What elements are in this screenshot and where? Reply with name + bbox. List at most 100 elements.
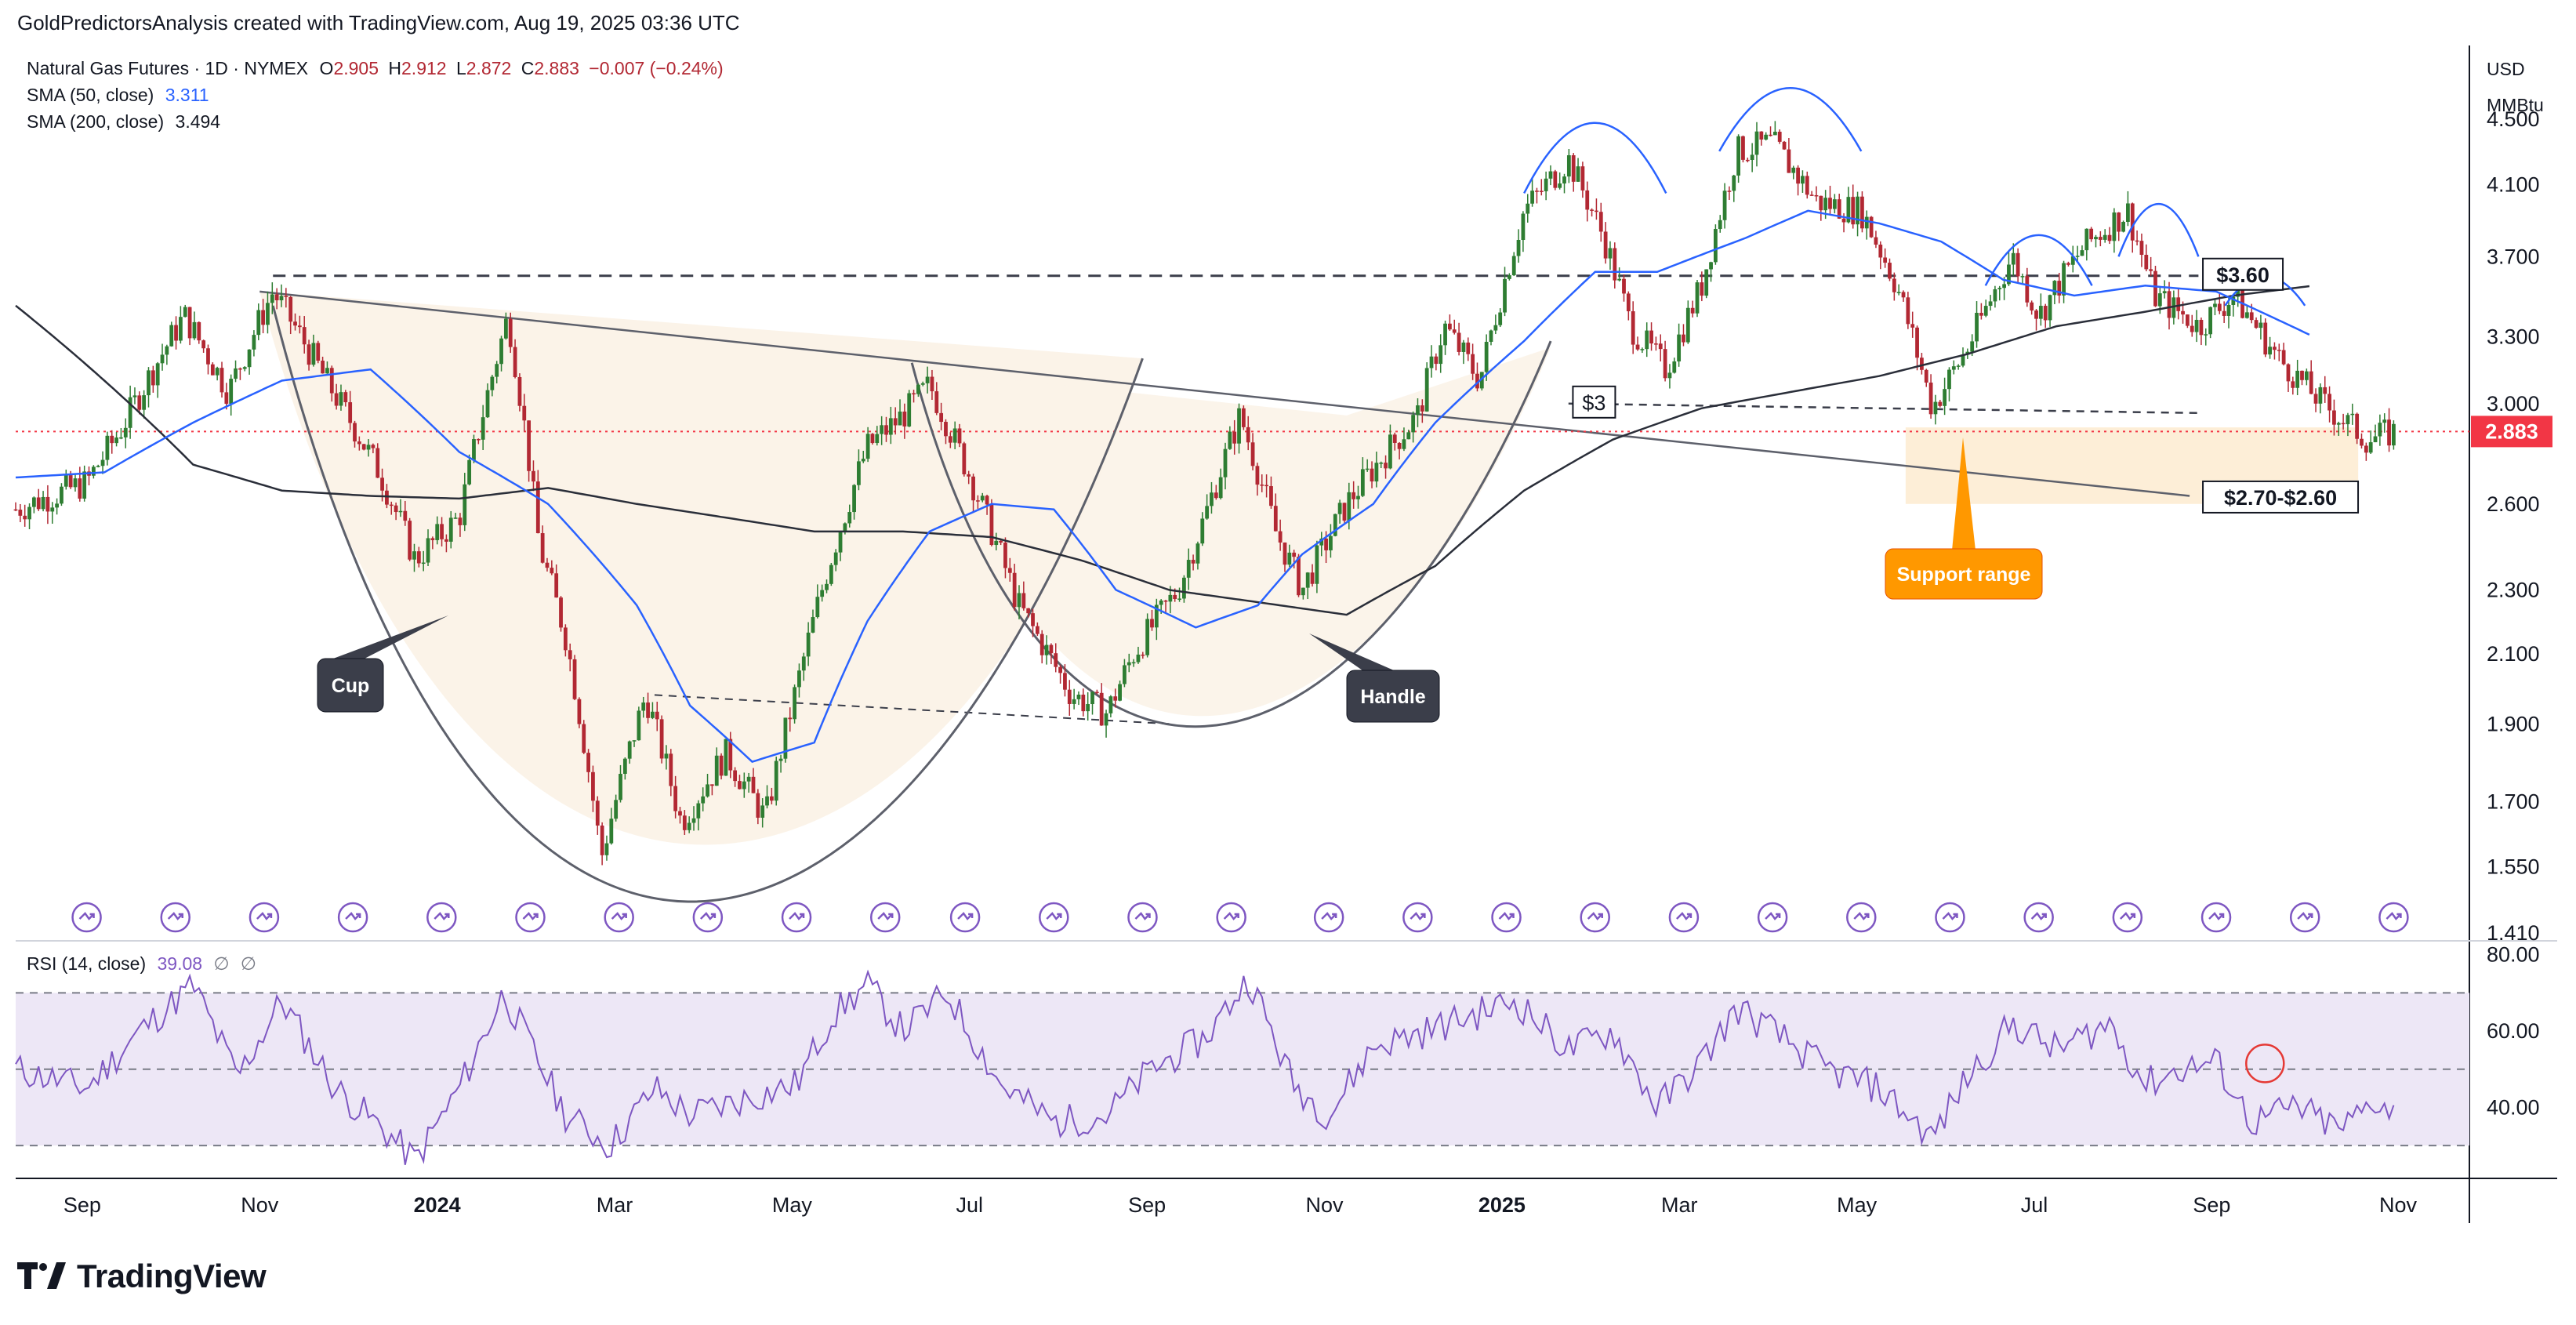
candle-body xyxy=(1081,695,1086,712)
candle-body xyxy=(1649,330,1653,344)
cup-rim-dashed xyxy=(654,694,1170,725)
candle xyxy=(1938,399,1943,408)
event-marker-arrow xyxy=(2297,912,2313,920)
candle-body xyxy=(252,335,256,350)
candle-body xyxy=(673,786,678,811)
event-marker-arrow xyxy=(434,912,450,920)
candle-body xyxy=(261,310,266,325)
candle xyxy=(1521,211,1526,252)
candle-body xyxy=(1860,196,1864,229)
price-tick-label: 1.550 xyxy=(2487,855,2540,878)
candle-body xyxy=(880,425,884,434)
change-value: −0.007 (−0.24%) xyxy=(589,58,724,78)
candle-body xyxy=(1732,175,1736,191)
candle-body xyxy=(385,490,389,505)
candle xyxy=(1988,295,1993,311)
candle xyxy=(985,494,989,515)
candle-body xyxy=(353,423,357,442)
candle xyxy=(1856,191,1859,237)
candle-body xyxy=(1700,282,1704,296)
candle xyxy=(2043,303,2048,329)
event-marker-arrow xyxy=(1587,912,1603,920)
candle-body xyxy=(1076,695,1081,699)
candle xyxy=(357,436,361,451)
tradingview-logo[interactable]: TradingView xyxy=(17,1258,267,1295)
candle xyxy=(1819,195,1823,221)
candle xyxy=(1439,334,1443,373)
candle-body xyxy=(550,568,554,574)
candle-body xyxy=(788,717,793,720)
candle-body xyxy=(1177,598,1181,600)
candle-body xyxy=(751,776,756,793)
candle-body xyxy=(18,510,23,516)
candle xyxy=(1828,185,1832,214)
event-marker-arrow xyxy=(877,912,894,920)
candle-body xyxy=(1631,310,1635,345)
event-marker-ring xyxy=(1216,902,1246,933)
candle-body xyxy=(1200,518,1205,544)
candle xyxy=(1595,198,1598,220)
candle xyxy=(2084,228,2089,261)
candle xyxy=(833,549,838,572)
candle-body xyxy=(888,418,893,435)
candle xyxy=(930,369,934,401)
rsi-legend[interactable]: RSI (14, close) 39.08 ∅ ∅ xyxy=(27,953,256,975)
candle xyxy=(73,474,78,492)
candle-body xyxy=(651,711,655,718)
resistance-tag: $3.60 xyxy=(2202,257,2284,291)
candle xyxy=(1553,169,1558,191)
candle xyxy=(550,560,554,575)
legend-sma50-row[interactable]: SMA (50, close) 3.311 xyxy=(27,82,724,108)
candle-body xyxy=(416,551,421,564)
candle-body xyxy=(1278,531,1283,543)
candle-body xyxy=(1099,692,1104,726)
candle xyxy=(1424,362,1429,412)
candle-body xyxy=(1475,373,1479,389)
event-marker-arrow xyxy=(167,912,183,920)
candle-body xyxy=(1406,432,1411,440)
candle xyxy=(1360,457,1365,498)
candle-body xyxy=(1503,278,1507,313)
candle xyxy=(302,316,307,354)
candle-body xyxy=(1439,345,1443,365)
candle xyxy=(1759,131,1764,146)
event-marker-ring xyxy=(2200,902,2232,933)
candle-body xyxy=(627,741,632,759)
candle xyxy=(476,438,481,445)
event-marker-ring xyxy=(71,902,102,933)
candle xyxy=(408,517,412,561)
symbol-name[interactable]: Natural Gas Futures · 1D · NYMEX xyxy=(27,58,309,78)
candle-body xyxy=(1961,354,1965,366)
event-marker-arrow xyxy=(2030,912,2047,920)
candle xyxy=(2030,300,2034,315)
candle-body xyxy=(1301,587,1305,596)
candle-body xyxy=(1888,263,1892,279)
candle-body xyxy=(1214,492,1218,499)
candle-body xyxy=(1319,538,1324,546)
candle xyxy=(1979,303,1983,320)
legend-sma200-row[interactable]: SMA (200, close) 3.494 xyxy=(27,108,724,135)
candle-body xyxy=(325,368,329,374)
candle-body xyxy=(1434,356,1439,365)
candle-body xyxy=(1920,358,1924,370)
candle-body xyxy=(1054,653,1058,667)
current-price-badge-text: 2.883 xyxy=(2485,419,2538,443)
candle xyxy=(1086,692,1090,721)
sma200-label: SMA (200, close) xyxy=(27,111,165,132)
candle-body xyxy=(1571,155,1576,182)
candle xyxy=(132,387,137,405)
event-marker-icon xyxy=(2378,902,2409,933)
candle-body xyxy=(696,803,701,819)
cup-fill xyxy=(259,291,1143,845)
candle-body xyxy=(646,702,650,718)
candle-body xyxy=(962,443,967,474)
candle xyxy=(691,806,696,831)
candle xyxy=(1191,554,1195,571)
candle-body xyxy=(1759,131,1764,140)
event-marker-arrow xyxy=(522,912,539,920)
candle xyxy=(1342,503,1347,523)
open-value: 2.905 xyxy=(333,58,379,78)
candle-body xyxy=(719,755,724,776)
candle-body xyxy=(815,597,820,618)
